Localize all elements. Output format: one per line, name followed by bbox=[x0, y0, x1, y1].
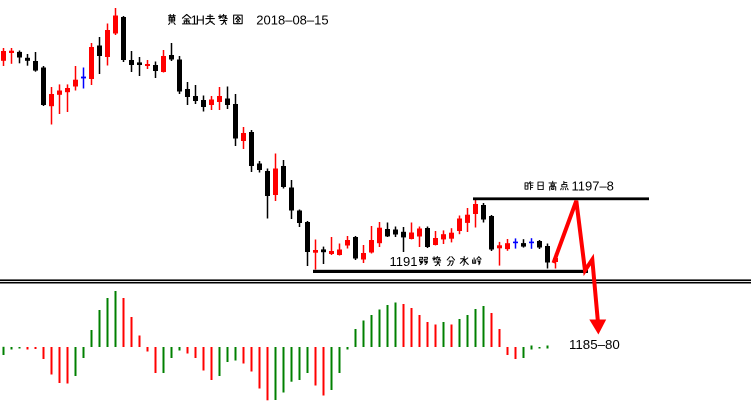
svg-text:H: H bbox=[196, 13, 205, 27]
svg-text:1191: 1191 bbox=[390, 254, 418, 269]
svg-text:1: 1 bbox=[191, 12, 198, 27]
svg-text:1185–80: 1185–80 bbox=[569, 337, 620, 352]
svg-text:1197–8: 1197–8 bbox=[572, 179, 614, 194]
svg-text:2018–08–15: 2018–08–15 bbox=[256, 12, 328, 27]
